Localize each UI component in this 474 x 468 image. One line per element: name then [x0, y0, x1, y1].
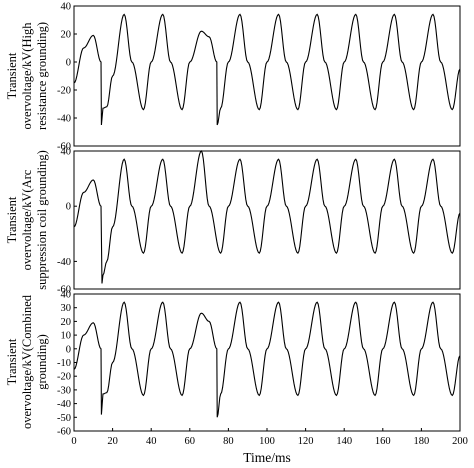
y-tick-label: 40 [61, 147, 72, 158]
y-axis-label-3-line-2: overvoltage/kV(Combined [20, 294, 34, 429]
x-tick-label: 140 [336, 436, 352, 447]
x-tick-label: 40 [146, 436, 157, 447]
y-tick-label: 0 [66, 202, 71, 213]
y-tick-label: -40 [57, 399, 71, 410]
y-axis-label-2-line-2: overvoltage/kV(Arc [20, 169, 34, 270]
y-tick-label: -20 [57, 372, 71, 383]
y-tick-label: 0 [66, 344, 71, 355]
y-axis-label-1-line-2: overvoltage/kV(High [20, 22, 34, 130]
x-axis-label: Time/ms [243, 450, 291, 465]
plot-frame-2 [73, 150, 461, 290]
x-tick-label: 100 [259, 436, 275, 447]
x-tick-label: 120 [298, 436, 314, 447]
panel-combined: Transient overvoltage/kV(Combined ground… [5, 290, 468, 466]
y-tick-label: 0 [66, 58, 71, 69]
plot-frame-3 [73, 293, 461, 432]
x-tick-label: 200 [452, 436, 468, 447]
y-tick-label: -60 [57, 142, 71, 153]
y-axis-label-1-line-1: Transient [5, 52, 19, 99]
panel-high-resistance: Transient overvoltage/kV(High resistance… [5, 2, 461, 153]
y-tick-label: 20 [61, 317, 72, 328]
y-axis-label-1-line-3: resistance grounding) [35, 22, 49, 130]
y-tick-label: 10 [61, 331, 72, 342]
y-tick-label: -40 [57, 114, 71, 125]
y-tick-label: 40 [61, 290, 72, 301]
y-axis-label-3-line-3: grounding) [35, 334, 49, 390]
x-tick-label: 60 [185, 436, 196, 447]
y-tick-label: 30 [61, 303, 72, 314]
y-tick-label: 20 [61, 30, 72, 41]
y-tick-label: -10 [57, 358, 71, 369]
plot-frame-1 [73, 5, 461, 147]
y-tick-label: -20 [57, 86, 71, 97]
x-ticks: 0 20 40 60 80 100 120 140 160 180 200 [71, 428, 468, 447]
y-axis-label-2-line-1: Transient [5, 196, 19, 243]
y-ticks-2: 40 0 -40 -60 [57, 147, 77, 296]
x-tick-label: 160 [375, 436, 391, 447]
series-line-2 [73, 150, 461, 284]
x-tick-label: 0 [71, 436, 76, 447]
x-tick-label: 80 [223, 436, 234, 447]
panel-arc-suppression: Transient overvoltage/kV(Arc suppression… [5, 147, 461, 296]
y-axis-label-2-line-3: suppression coil grounding) [35, 150, 49, 290]
y-tick-label: -40 [57, 257, 71, 268]
y-tick-label: -60 [57, 427, 71, 438]
x-tick-label: 20 [107, 436, 118, 447]
x-tick-label: 180 [414, 436, 430, 447]
y-tick-label: -60 [57, 285, 71, 296]
y-ticks-3: 40 30 20 10 0 -10 -20 -30 -40 -50 -60 [57, 290, 77, 438]
y-ticks-1: 40 20 0 -20 -40 -60 [57, 2, 77, 153]
series-line-1 [73, 13, 461, 126]
y-tick-label: -50 [57, 413, 71, 424]
y-tick-label: 40 [61, 2, 72, 13]
y-tick-label: -30 [57, 385, 71, 396]
series-line-3 [73, 301, 461, 418]
y-axis-label-3-line-1: Transient [5, 338, 19, 385]
